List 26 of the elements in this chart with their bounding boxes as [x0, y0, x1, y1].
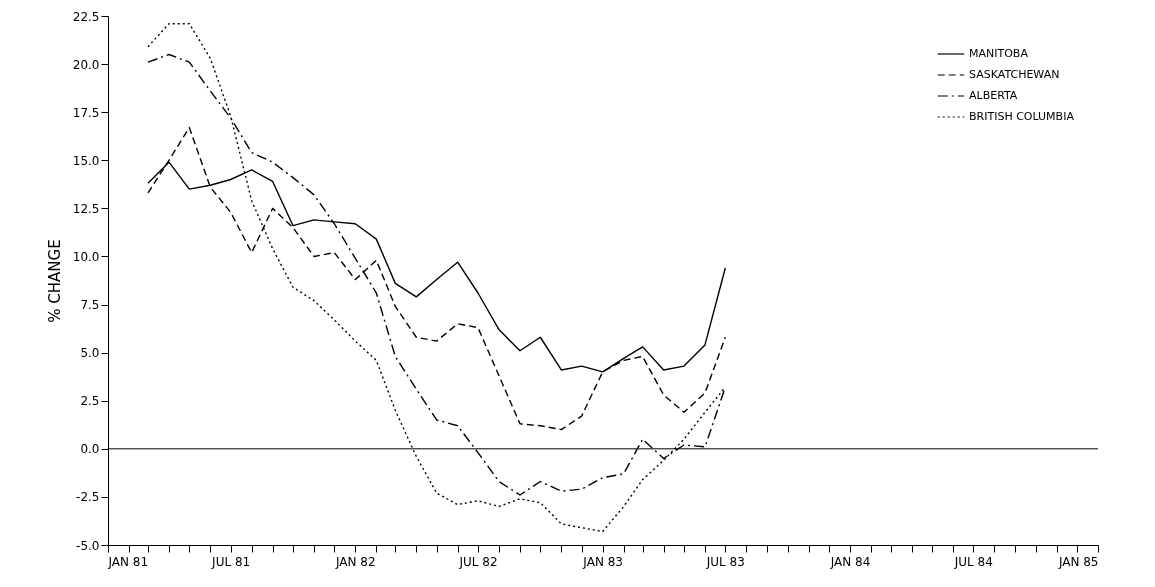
y-tick-label: -2.5 [76, 490, 100, 505]
y-tick-label: 20.0 [72, 57, 100, 72]
y-tick-label: 12.5 [72, 201, 100, 216]
y-tick-label: 0.0 [80, 442, 100, 457]
legend-label: SASKATCHEWAN [969, 68, 1060, 81]
y-axis-title: % CHANGE [45, 239, 64, 323]
y-tick-label: 2.5 [80, 394, 100, 409]
x-tick-label: JUL 83 [705, 554, 745, 569]
x-tick-label: JAN 83 [582, 554, 623, 569]
y-tick-label: -5.0 [76, 538, 100, 553]
x-tick-label: JUL 84 [953, 554, 993, 569]
legend-label: ALBERTA [969, 89, 1018, 102]
y-tick-label: 10.0 [72, 249, 100, 264]
x-tick-label: JAN 81 [107, 554, 149, 569]
y-tick-label: 7.5 [80, 298, 100, 313]
x-tick-label: JUL 81 [211, 554, 251, 569]
x-tick-label: JAN 82 [335, 554, 376, 569]
legend-label: MANITOBA [969, 47, 1029, 60]
legend-label: BRITISH COLUMBIA [969, 110, 1075, 123]
y-tick-label: 22.5 [72, 9, 100, 24]
y-tick-label: 5.0 [80, 346, 100, 361]
x-tick-label: JAN 85 [1057, 554, 1099, 569]
y-tick-label: 15.0 [72, 153, 100, 168]
x-tick-label: JUL 82 [458, 554, 498, 569]
y-tick-label: 17.5 [72, 105, 100, 120]
x-tick-label: JAN 84 [829, 554, 871, 569]
